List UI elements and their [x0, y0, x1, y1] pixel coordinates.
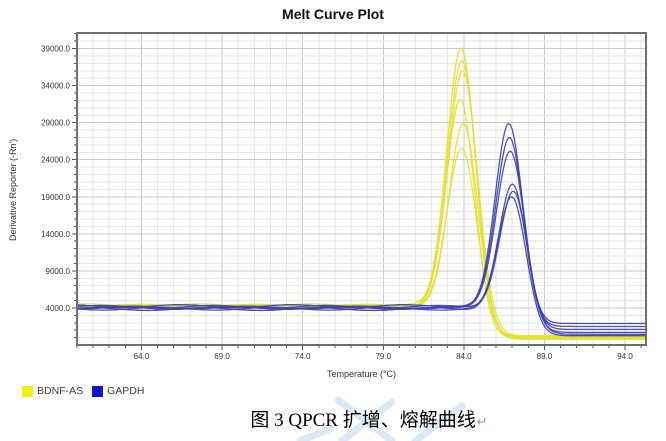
- x-tick-label: 64.0: [134, 352, 150, 361]
- axis-ticks: [72, 33, 642, 350]
- watermark: [296, 396, 466, 441]
- legend-item-gapdh: GAPDH: [92, 385, 144, 397]
- legend-swatch-gapdh: [92, 385, 104, 397]
- x-tick-label: 84.0: [456, 352, 472, 361]
- y-tick-label: 19000.0: [41, 193, 70, 202]
- y-tick-label: 34000.0: [41, 82, 70, 91]
- chart-title: Melt Curve Plot: [282, 6, 384, 22]
- legend-label-bdnf-as: BDNF-AS: [37, 385, 84, 397]
- chart-legend: BDNF-AS GAPDH: [22, 385, 144, 397]
- axis-tick-labels: 64.0 69.0 74.0 79.0 84.0 89.0 94.0 4000.0 9000.0…: [41, 45, 633, 361]
- grid: [76, 33, 646, 345]
- x-tick-label: 89.0: [537, 352, 553, 361]
- legend-swatch-bdnf-as: [22, 385, 33, 397]
- curve-gapdh-4: [78, 183, 645, 334]
- watermark-stroke: [338, 398, 396, 441]
- legend-item-bdnf-as: BDNF-AS: [22, 385, 83, 397]
- figure-caption: 图 3 QPCR 扩增、熔解曲线↵: [0, 405, 666, 432]
- y-tick-label: 24000.0: [41, 156, 70, 165]
- y-tick-label: 29000.0: [41, 119, 70, 128]
- paragraph-return-mark: ↵: [476, 414, 488, 429]
- watermark-stroke: [411, 402, 466, 441]
- curve-gapdh-2: [78, 136, 645, 328]
- y-tick-label: 39000.0: [41, 45, 70, 54]
- plot-border: [76, 32, 647, 346]
- y-tick-label: 9000.0: [46, 267, 71, 276]
- x-tick-label: 74.0: [295, 352, 311, 361]
- y-axis-title: Derivative Reporter (-Rn'): [8, 138, 18, 242]
- y-tick-label: 14000.0: [41, 230, 70, 239]
- legend-label-gapdh: GAPDH: [107, 385, 145, 397]
- x-tick-label: 94.0: [617, 352, 633, 361]
- x-axis-title: Temperature (°C): [326, 369, 397, 379]
- curve-gapdh-6: [78, 196, 645, 337]
- curves: [78, 47, 645, 341]
- figure-caption-text: 图 3 QPCR 扩增、熔解曲线: [250, 410, 476, 431]
- y-tick-label: 4000.0: [46, 304, 71, 313]
- watermark-stroke: [296, 425, 334, 441]
- x-tick-label: 69.0: [214, 352, 230, 361]
- x-tick-label: 79.0: [375, 352, 391, 361]
